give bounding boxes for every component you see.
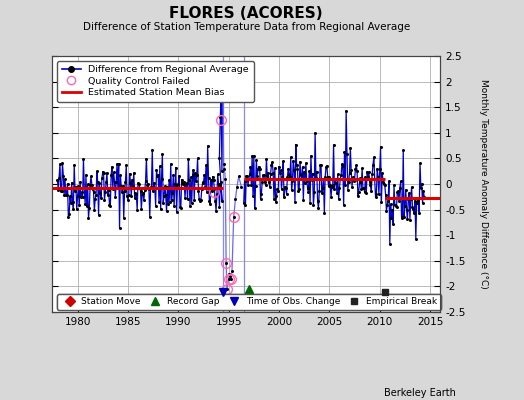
Y-axis label: Monthly Temperature Anomaly Difference (°C): Monthly Temperature Anomaly Difference (… <box>479 79 488 289</box>
Text: Difference of Station Temperature Data from Regional Average: Difference of Station Temperature Data f… <box>83 22 410 32</box>
Legend: Station Move, Record Gap, Time of Obs. Change, Empirical Break: Station Move, Record Gap, Time of Obs. C… <box>57 294 441 310</box>
Text: FLORES (ACORES): FLORES (ACORES) <box>169 6 323 21</box>
Text: Berkeley Earth: Berkeley Earth <box>384 388 456 398</box>
